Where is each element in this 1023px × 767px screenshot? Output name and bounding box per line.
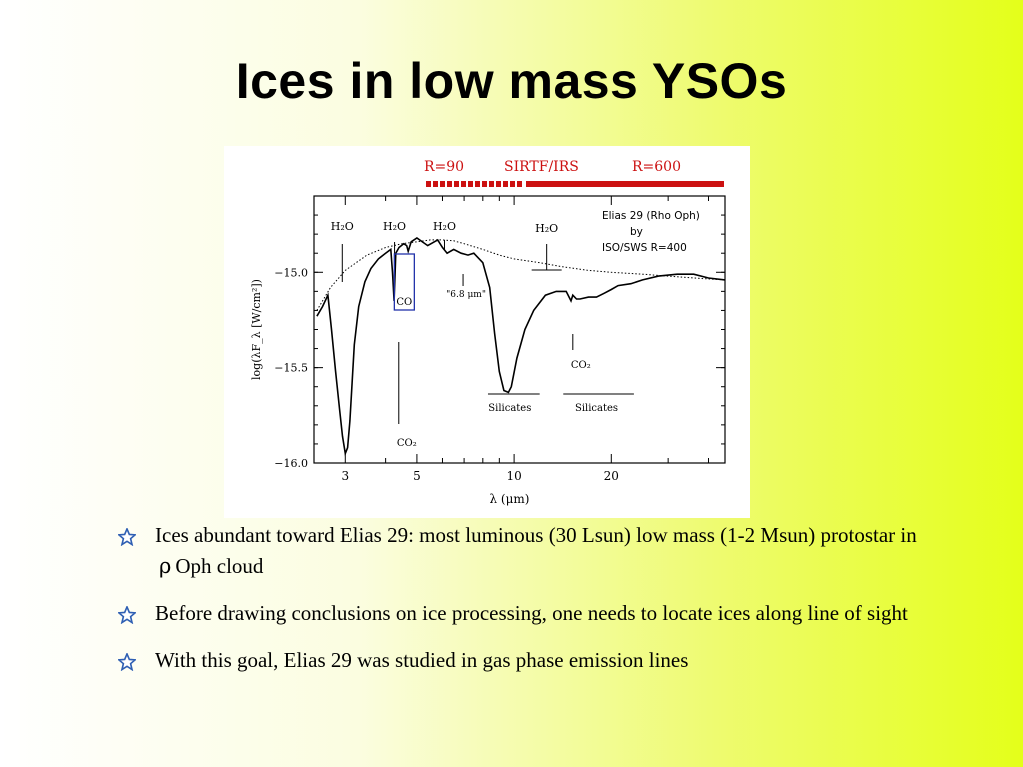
star-bullet-icon <box>118 528 136 546</box>
annotation-co: CO <box>396 297 412 308</box>
bullet-text: Ices abundant toward Elias 29: most lumi… <box>155 523 917 547</box>
annotation-co2: CO₂ <box>571 360 591 371</box>
bullet-text: With this goal, Elias 29 was studied in … <box>155 648 689 672</box>
instrument-label-left: R=90 <box>424 159 464 175</box>
x-tick-label: 10 <box>506 469 521 483</box>
annotation-h2o: H₂O <box>331 220 354 233</box>
plot-frame <box>313 195 726 464</box>
instrument-label-mid: SIRTF/IRS <box>504 159 579 175</box>
legend-text: ISO/SWS R=400 <box>602 242 687 254</box>
legend-text: by <box>630 226 643 238</box>
annotation-co2: CO₂ <box>397 438 417 449</box>
spectrum-chart: R=90 SIRTF/IRS R=600 −15.0 −15.5 −16.0 3 5 10 20 λ… <box>250 159 726 506</box>
star-bullet-icon <box>118 653 136 671</box>
y-tick-label: −15.5 <box>274 362 308 375</box>
bullet-item: Before drawing conclusions on ice proces… <box>118 598 918 629</box>
y-tick-label: −16.0 <box>274 457 308 470</box>
legend-text: Elias 29 (Rho Oph) <box>602 210 700 222</box>
y-tick-label: −15.0 <box>274 266 308 279</box>
bullet-text-after: Oph cloud <box>175 554 264 578</box>
spectrum-figure: R=90 SIRTF/IRS R=600 −15.0 −15.5 −16.0 3 5 10 20 λ… <box>224 146 750 518</box>
x-tick-label: 20 <box>604 469 619 483</box>
spectrum-line <box>316 237 726 457</box>
co-box <box>393 253 415 311</box>
bullet-text: Before drawing conclusions on ice proces… <box>155 601 908 625</box>
annotation-h2o: H₂O <box>383 220 406 233</box>
slide-title: Ices in low mass YSOs <box>235 53 788 109</box>
x-tick-label: 3 <box>341 469 349 483</box>
annotation-h2o: H₂O <box>433 220 456 233</box>
annotation-6p8um: "6.8 μm" <box>446 290 486 300</box>
bullet-list: Ices abundant toward Elias 29: most lumi… <box>118 520 918 692</box>
bullet-item: With this goal, Elias 29 was studied in … <box>118 645 918 676</box>
x-axis-label: λ (μm) <box>490 492 530 506</box>
star-bullet-icon <box>118 606 136 624</box>
rho-symbol: ρ <box>159 554 172 578</box>
annotation-silicates: Silicates <box>488 403 531 414</box>
annotation-silicates: Silicates <box>575 403 618 414</box>
y-axis-label: log(λF_λ [W/cm²]) <box>250 279 263 380</box>
instrument-label-right: R=600 <box>632 159 681 175</box>
annotation-h2o: H₂O <box>535 222 558 235</box>
x-tick-label: 5 <box>413 469 421 483</box>
bullet-item: Ices abundant toward Elias 29: most lumi… <box>118 520 918 582</box>
